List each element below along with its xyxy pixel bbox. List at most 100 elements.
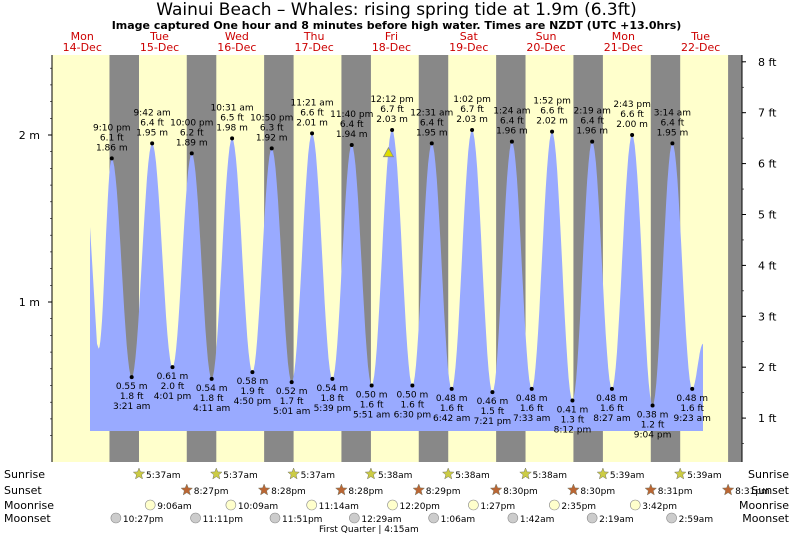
high-tide-ft: 6.4 ft	[661, 118, 685, 128]
moonrise-time: 1:27pm	[480, 502, 515, 512]
low-tide-point	[609, 386, 614, 391]
low-tide-point	[650, 403, 655, 408]
high-tide-ft: 6.4 ft	[500, 117, 524, 127]
low-tide-time: 9:04 pm	[634, 431, 672, 441]
moonset-time: 2:19am	[599, 515, 634, 525]
moonrise-time: 2:35pm	[561, 502, 596, 512]
low-tide-m: 0.54 m	[196, 384, 228, 394]
left-tick-label: 2 m	[19, 129, 40, 142]
low-tide-ft: 1.3 ft	[561, 416, 585, 426]
day-name-label: Mon	[612, 30, 635, 43]
moonset-icon	[190, 512, 201, 524]
low-tide-m: 0.58 m	[237, 377, 269, 387]
moonset-icon	[269, 512, 281, 524]
high-tide-ft: 6.6 ft	[300, 108, 324, 118]
high-tide-m: 1.96 m	[576, 127, 608, 137]
low-tide-m: 0.48 m	[676, 394, 708, 404]
sunset-icon	[644, 483, 658, 496]
moonrise-time: 9:06am	[157, 502, 192, 512]
low-tide-time: 9:23 am	[674, 414, 711, 424]
moonset-time: 11:11pm	[203, 515, 243, 525]
low-tide-ft: 1.8 ft	[200, 394, 224, 404]
sunset-icon	[567, 483, 580, 496]
sunrise-icon	[519, 467, 532, 480]
low-tide-ft: 2.0 ft	[161, 382, 185, 392]
low-tide-m: 0.61 m	[157, 372, 189, 382]
high-tide-time: 1:24 am	[493, 107, 530, 117]
low-tide-point	[289, 380, 294, 385]
sunset-row-label-left: Sunset	[4, 484, 42, 497]
high-tide-ft: 6.5 ft	[220, 113, 244, 123]
low-tide-m: 0.52 m	[276, 387, 308, 397]
low-tide-time: 5:01 am	[273, 407, 310, 417]
low-tide-ft: 1.2 ft	[641, 421, 665, 431]
low-tide-point	[490, 390, 495, 395]
low-tide-time: 7:33 am	[513, 414, 550, 424]
high-tide-ft: 6.2 ft	[180, 128, 204, 138]
low-tide-time: 5:39 pm	[314, 404, 352, 414]
moonrise-icon	[306, 499, 317, 511]
low-tide-point	[690, 386, 695, 391]
high-tide-m: 1.94 m	[336, 130, 368, 140]
low-tide-point	[209, 376, 214, 381]
moonset-row-label-right: Moonset	[742, 512, 789, 525]
sunrise-time: 5:37am	[301, 471, 336, 481]
right-tick-label: 8 ft	[758, 56, 777, 69]
low-tide-time: 8:12 pm	[554, 426, 592, 436]
moonrise-icon	[225, 499, 237, 511]
low-tide-m: 0.38 m	[637, 411, 669, 421]
low-tide-ft: 1.6 ft	[360, 401, 384, 411]
high-tide-point	[630, 133, 635, 137]
high-tide-m: 1.96 m	[496, 127, 528, 137]
moonset-icon	[110, 512, 122, 524]
low-tide-point	[330, 376, 335, 381]
sunrise-time: 5:38am	[378, 471, 413, 481]
sunset-time: 8:30pm	[503, 487, 538, 497]
sunrise-time: 5:39am	[687, 471, 722, 481]
sunset-icon	[180, 483, 194, 496]
sunrise-icon	[364, 467, 378, 480]
sunset-time: 8:29pm	[426, 487, 461, 497]
astro-rows: Sunrise Sunrise 5:37am 5:37am 5:37am 5:38am 5:…	[4, 467, 790, 535]
day-date-label: 21-Dec	[604, 41, 643, 54]
day-name-label: Sun	[536, 30, 557, 43]
day-name-label: Fri	[385, 30, 398, 43]
day-date-label: 16-Dec	[217, 41, 256, 54]
low-tide-m: 0.48 m	[436, 394, 468, 404]
sunset-icon	[412, 483, 426, 496]
right-tick-label: 5 ft	[758, 208, 777, 221]
right-tick-label: 6 ft	[758, 158, 777, 171]
high-tide-point	[470, 127, 475, 132]
left-tick-label: 1 m	[19, 296, 40, 309]
low-tide-time: 8:27 am	[593, 414, 630, 424]
day-date-label: 22-Dec	[681, 41, 720, 54]
high-tide-time: 9:10 pm	[93, 123, 131, 133]
moonrise-icon	[387, 499, 398, 511]
low-tide-m: 0.48 m	[516, 394, 548, 404]
sunrise-icon	[132, 467, 146, 480]
low-tide-time: 7:21 pm	[474, 417, 512, 427]
moon-phase-label: First Quarter | 4:15am	[319, 525, 419, 535]
high-tide-time: 11:21 am	[291, 98, 334, 108]
high-tide-m: 1.86 m	[96, 143, 128, 153]
low-tide-point	[410, 383, 415, 388]
sunrise-row-label-right: Sunrise	[748, 468, 789, 481]
low-tide-time: 4:50 pm	[234, 397, 272, 407]
right-tick-label: 7 ft	[758, 107, 777, 120]
sunrise-row-label-left: Sunrise	[4, 468, 45, 481]
sunrise-time: 5:37am	[223, 471, 258, 481]
day-name-label: Mon	[71, 30, 94, 43]
high-tide-time: 2:43 pm	[613, 100, 651, 110]
high-tide-point	[230, 136, 235, 141]
day-date-label: 14-Dec	[63, 41, 102, 54]
low-tide-point	[529, 386, 534, 391]
right-tick-label: 2 ft	[758, 361, 777, 374]
low-tide-time: 4:11 am	[193, 404, 230, 414]
high-tide-m: 1.95 m	[136, 128, 168, 138]
high-tide-point	[109, 156, 114, 161]
sunset-icon	[721, 483, 735, 496]
day-date-label: 20-Dec	[526, 41, 565, 54]
sunrise-icon	[441, 467, 455, 480]
low-tide-time: 4:01 pm	[154, 392, 192, 402]
